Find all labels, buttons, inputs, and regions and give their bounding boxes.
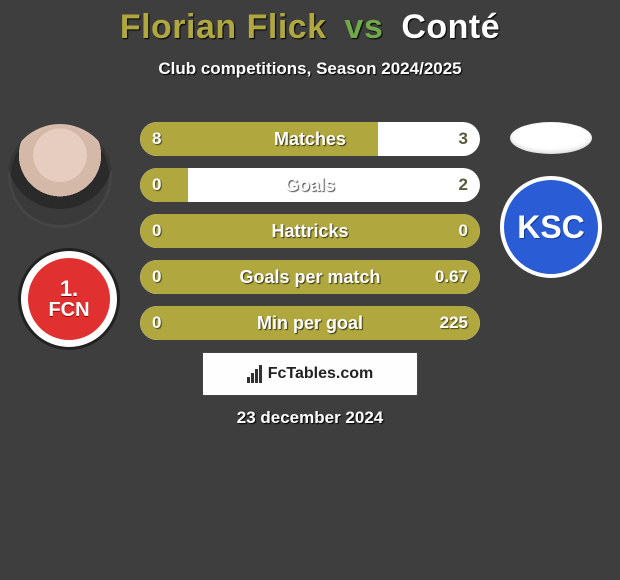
stat-right-value: 2 [459, 168, 468, 202]
stat-row: 0Goals per match0.67 [140, 260, 480, 294]
stats-bars: 8Matches30Goals20Hattricks00Goals per ma… [140, 122, 480, 352]
branding-box: FcTables.com [202, 352, 418, 396]
stat-right-value: 0.67 [435, 260, 468, 294]
stat-left-value: 0 [152, 260, 161, 294]
stat-row: 8Matches3 [140, 122, 480, 156]
season-subtitle: Club competitions, Season 2024/2025 [0, 59, 620, 79]
stat-row: 0Min per goal225 [140, 306, 480, 340]
stat-left-value: 8 [152, 122, 161, 156]
player1-avatar [8, 124, 112, 228]
stat-bar-left-fill [140, 214, 480, 248]
stat-left-value: 0 [152, 168, 161, 202]
stat-bar-left-fill [140, 260, 480, 294]
stat-bar-left-fill [140, 306, 480, 340]
stat-right-value: 225 [440, 306, 468, 340]
club-left-badge: 1. FCN [18, 248, 120, 350]
stat-row: 0Goals2 [140, 168, 480, 202]
stat-label: Goals [140, 168, 480, 202]
club-left-abbrev-top: 1. [60, 278, 78, 300]
stat-right-value: 3 [459, 122, 468, 156]
player2-avatar-placeholder [510, 122, 592, 154]
stat-left-value: 0 [152, 214, 161, 248]
player1-name: Florian Flick [120, 8, 327, 46]
club-right-abbrev: KSC [517, 209, 585, 246]
stat-right-value: 0 [459, 214, 468, 248]
player2-name: Conté [401, 8, 500, 46]
vs-label: vs [345, 8, 384, 46]
club-right-badge: KSC [500, 176, 602, 278]
branding-chart-icon [247, 365, 262, 383]
generated-date: 23 december 2024 [0, 408, 620, 428]
stat-row: 0Hattricks0 [140, 214, 480, 248]
comparison-title: Florian Flick vs Conté [0, 0, 620, 47]
stat-bar-left-fill [140, 122, 378, 156]
club-left-inner: 1. FCN [28, 258, 110, 340]
stat-bar-left-fill [140, 168, 188, 202]
club-left-abbrev-bottom: FCN [48, 300, 89, 320]
branding-text: FcTables.com [268, 365, 374, 383]
stat-left-value: 0 [152, 306, 161, 340]
